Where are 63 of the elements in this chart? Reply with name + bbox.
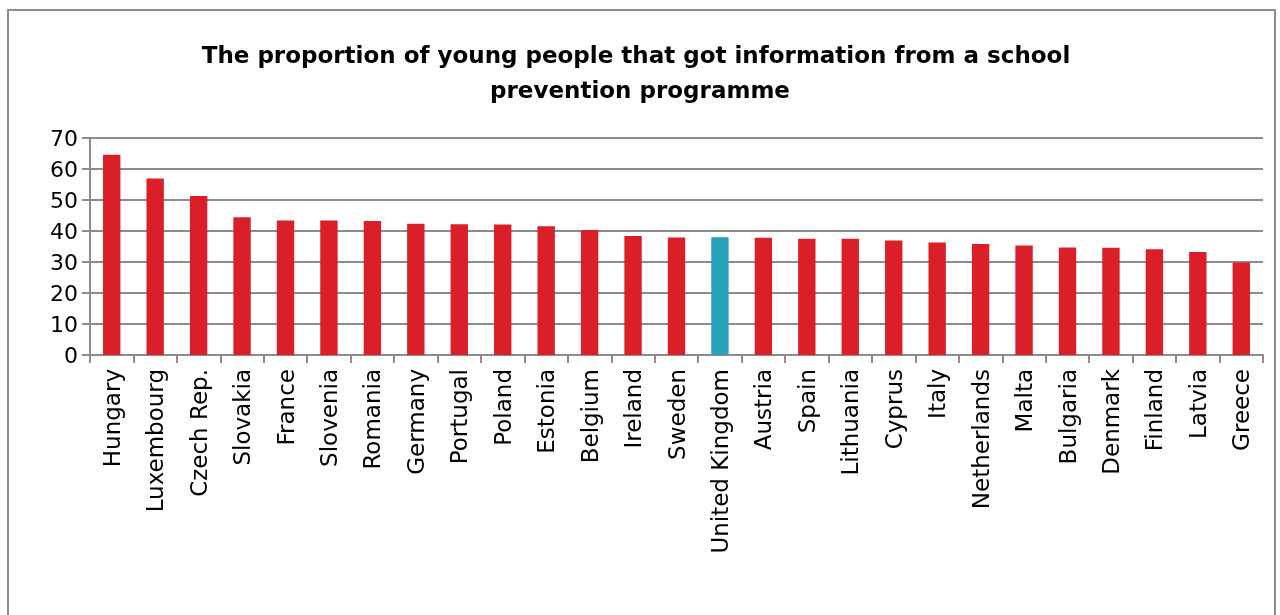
bar bbox=[798, 238, 816, 355]
y-tick-label: 30 bbox=[50, 249, 78, 275]
x-tick-label: Luxembourg bbox=[142, 369, 169, 513]
x-tick-label: Sweden bbox=[663, 369, 690, 460]
y-tick-label: 0 bbox=[64, 342, 78, 368]
x-tick-label: Czech Rep. bbox=[185, 369, 212, 497]
bar bbox=[711, 237, 729, 355]
x-tick-label: Bulgaria bbox=[1054, 369, 1081, 465]
bar bbox=[667, 237, 686, 355]
bar bbox=[1189, 252, 1207, 355]
bar bbox=[580, 230, 599, 355]
bar bbox=[537, 226, 555, 355]
y-tick-label: 60 bbox=[50, 156, 78, 182]
x-tick-label: Austria bbox=[750, 369, 777, 451]
x-tick-label: Lithuania bbox=[837, 369, 864, 476]
x-tick-label: Netherlands bbox=[967, 369, 994, 510]
x-tick-label: Belgium bbox=[576, 369, 603, 464]
x-tick-label: Germany bbox=[402, 369, 429, 475]
x-tick-label: Cyprus bbox=[880, 369, 907, 450]
bar bbox=[971, 244, 990, 355]
x-tick-label: Malta bbox=[1011, 369, 1038, 433]
bar bbox=[624, 235, 642, 355]
bar bbox=[407, 223, 425, 355]
x-tick-label: Portugal bbox=[446, 369, 473, 465]
x-tick-label: Estonia bbox=[533, 369, 560, 454]
y-tick-label: 40 bbox=[50, 218, 78, 244]
x-tick-label: Greece bbox=[1228, 369, 1255, 451]
x-tick-label: United Kingdom bbox=[706, 369, 733, 554]
x-tick-label: Spain bbox=[793, 369, 820, 434]
bar bbox=[754, 237, 773, 355]
x-tick-label: Romania bbox=[359, 369, 386, 470]
x-tick-label: Poland bbox=[489, 369, 516, 446]
y-tick-label: 50 bbox=[50, 187, 78, 213]
bar bbox=[1102, 247, 1120, 355]
bar bbox=[450, 224, 468, 355]
bar bbox=[189, 195, 208, 355]
bar bbox=[928, 242, 946, 355]
x-tick-label: Ireland bbox=[620, 369, 647, 449]
y-tick-label: 10 bbox=[50, 311, 78, 337]
x-tick-label: Slovenia bbox=[315, 369, 342, 467]
bar bbox=[320, 220, 338, 355]
x-tick-label: Finland bbox=[1141, 369, 1168, 452]
x-tick-label: Latvia bbox=[1184, 369, 1211, 440]
bar bbox=[1145, 249, 1164, 355]
y-tick-label: 20 bbox=[50, 280, 78, 306]
bar bbox=[363, 221, 382, 355]
x-tick-label: Hungary bbox=[98, 369, 125, 468]
x-tick-label: Denmark bbox=[1097, 368, 1124, 475]
bar bbox=[494, 224, 512, 355]
x-tick-label: France bbox=[272, 369, 299, 446]
x-tick-label: Slovakia bbox=[229, 369, 256, 466]
x-tick-label: Italy bbox=[924, 369, 951, 419]
y-tick-label: 70 bbox=[50, 125, 78, 151]
bar bbox=[233, 217, 251, 355]
chart-title: The proportion of young people that got information from a school prevention programme bbox=[201, 41, 1079, 103]
bar bbox=[885, 240, 903, 355]
bar bbox=[841, 238, 859, 355]
bar bbox=[103, 154, 121, 355]
bar bbox=[1058, 247, 1077, 355]
bar bbox=[276, 220, 295, 355]
bar bbox=[1232, 262, 1250, 355]
bar bbox=[146, 178, 164, 355]
bar bbox=[1015, 245, 1033, 355]
